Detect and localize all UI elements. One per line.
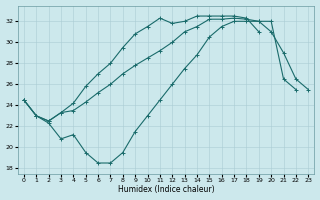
X-axis label: Humidex (Indice chaleur): Humidex (Indice chaleur) [118,185,214,194]
